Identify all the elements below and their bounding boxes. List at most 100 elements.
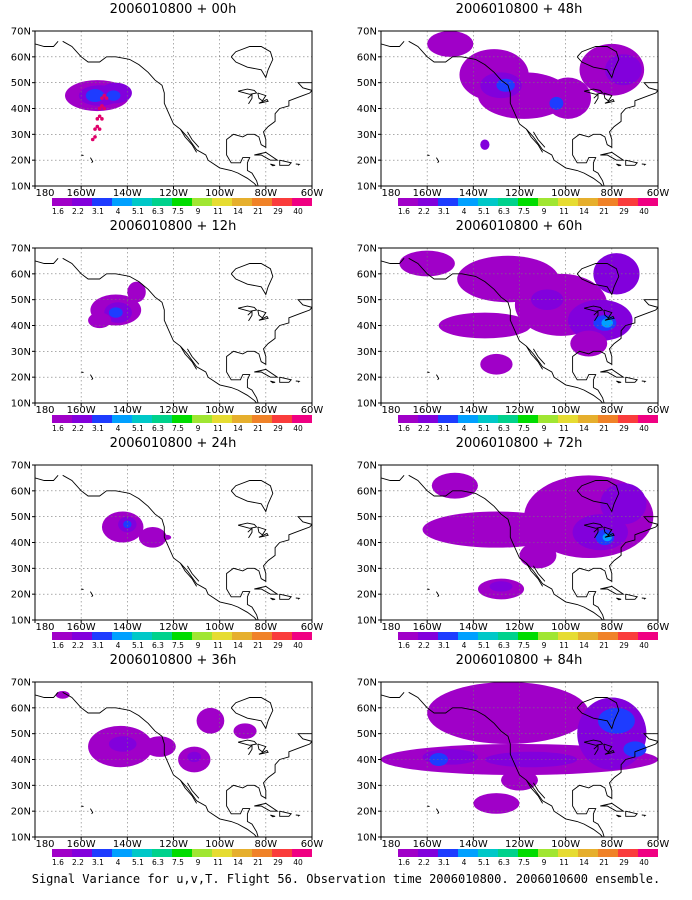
colorbar-label: 29 <box>619 641 629 650</box>
signal-contour <box>55 691 70 699</box>
map-panel: 2006010800 + 84h 70N 60N 50N 40N 30N 20N 10N 180… <box>346 651 692 869</box>
colorbar-label: 7.5 <box>172 424 184 433</box>
lon-tick-label: 100W <box>205 622 234 633</box>
colorbar-label: 3.1 <box>438 641 450 650</box>
colorbar-swatch <box>618 198 638 206</box>
colorbar-swatch <box>398 849 418 857</box>
colorbar-swatch <box>418 415 438 423</box>
colorbar-label: 1.6 <box>398 641 410 650</box>
colorbar-swatch <box>172 415 192 423</box>
colorbar-label: 5.1 <box>132 858 144 867</box>
lon-tick-label: 180 <box>35 622 54 633</box>
lat-tick-label: 60N <box>357 52 377 63</box>
colorbar-swatch <box>598 632 618 640</box>
observation-point <box>93 135 97 139</box>
colorbar-swatch <box>578 198 598 206</box>
colorbar-label: 11 <box>213 207 223 216</box>
colorbar-swatch <box>132 198 152 206</box>
figure-caption: Signal Variance for u,v,T. Flight 56. Ob… <box>31 872 661 886</box>
lat-tick-label: 30N <box>357 130 377 141</box>
map-plot: 70N 60N 50N 40N 30N 20N 10N 180 160W 140W 120W 100W… <box>357 244 670 434</box>
colorbar-label: 40 <box>639 424 649 433</box>
colorbar-swatch <box>172 632 192 640</box>
lat-tick-label: 70N <box>357 244 377 255</box>
colorbar-label: 1.6 <box>398 424 410 433</box>
signal-contour <box>127 281 146 303</box>
colorbar-swatch <box>252 632 272 640</box>
lon-tick-label: 80W <box>255 839 278 850</box>
lat-tick-label: 30N <box>11 781 31 792</box>
colorbar-swatch <box>578 632 598 640</box>
colorbar-swatch <box>538 849 558 857</box>
colorbar-label: 11 <box>213 858 223 867</box>
colorbar-label: 4 <box>116 424 121 433</box>
colorbar-label: 9 <box>196 207 201 216</box>
colorbar-swatch <box>558 198 578 206</box>
lon-tick-label: 160W <box>67 405 96 416</box>
lon-tick-label: 120W <box>505 839 534 850</box>
map-plot: 70N 60N 50N 40N 30N 20N 10N 180 160W 140W 120W 100W… <box>11 27 324 217</box>
colorbar-label: 7.5 <box>172 858 184 867</box>
colorbar-label: 14 <box>233 858 243 867</box>
colorbar-label: 4 <box>116 858 121 867</box>
lon-tick-label: 140W <box>113 839 142 850</box>
signal-contour <box>480 353 513 375</box>
colorbar-label: 5.1 <box>132 424 144 433</box>
lat-tick-label: 60N <box>11 486 31 497</box>
lat-tick-label: 50N <box>11 729 31 740</box>
observation-point <box>97 114 102 119</box>
colorbar-label: 6.3 <box>498 858 510 867</box>
lat-tick-label: 10N <box>11 833 31 844</box>
colorbar-swatch <box>112 198 132 206</box>
colorbar-label: 1.6 <box>52 858 64 867</box>
panel-title: 2006010800 + 84h <box>455 653 583 668</box>
colorbar-swatch <box>638 198 658 206</box>
colorbar-swatch <box>112 849 132 857</box>
lat-tick-label: 60N <box>11 703 31 714</box>
colorbar-label: 29 <box>273 858 283 867</box>
colorbar-swatch <box>112 632 132 640</box>
lat-tick-label: 20N <box>11 590 31 601</box>
lon-tick-label: 60W <box>301 405 324 416</box>
colorbar-label: 7.5 <box>518 424 530 433</box>
lon-tick-label: 60W <box>301 188 324 199</box>
observation-point <box>100 96 104 100</box>
colorbar-swatch <box>578 849 598 857</box>
colorbar-label: 40 <box>639 641 649 650</box>
lat-tick-label: 30N <box>357 564 377 575</box>
lon-tick-label: 80W <box>255 622 278 633</box>
observation-point <box>104 96 109 100</box>
colorbar-label: 1.6 <box>52 207 64 216</box>
lat-tick-label: 50N <box>11 512 31 523</box>
colorbar-swatch <box>458 849 478 857</box>
signal-contour <box>480 139 490 150</box>
colorbar-label: 21 <box>599 641 609 650</box>
colorbar-swatch <box>232 632 252 640</box>
colorbar-swatch <box>192 849 212 857</box>
colorbar-swatch <box>192 632 212 640</box>
map-plot: 70N 60N 50N 40N 30N 20N 10N 180 160W 140W 120W 100W… <box>11 461 324 651</box>
colorbar-label: 21 <box>599 207 609 216</box>
lon-tick-label: 100W <box>551 405 580 416</box>
colorbar-swatch <box>398 198 418 206</box>
lat-tick-label: 50N <box>357 295 377 306</box>
lon-tick-label: 120W <box>159 188 188 199</box>
colorbar-label: 29 <box>619 424 629 433</box>
colorbar-swatch <box>618 849 638 857</box>
colorbar-swatch <box>72 849 92 857</box>
signal-contour <box>85 89 105 103</box>
colorbar-swatch <box>598 415 618 423</box>
signal-contour <box>496 78 515 92</box>
colorbar-label: 7.5 <box>518 641 530 650</box>
signal-contour <box>570 330 608 357</box>
panel-title: 2006010800 + 36h <box>109 653 237 668</box>
colorbar-label: 40 <box>639 858 649 867</box>
observation-point <box>90 137 95 142</box>
colorbar-label: 5.1 <box>478 641 490 650</box>
colorbar-label: 4 <box>462 858 467 867</box>
colorbar-label: 9 <box>542 207 547 216</box>
colorbar-swatch <box>152 415 172 423</box>
observation-point <box>95 117 100 121</box>
signal-contour <box>489 581 513 592</box>
signal-contour <box>544 77 592 119</box>
